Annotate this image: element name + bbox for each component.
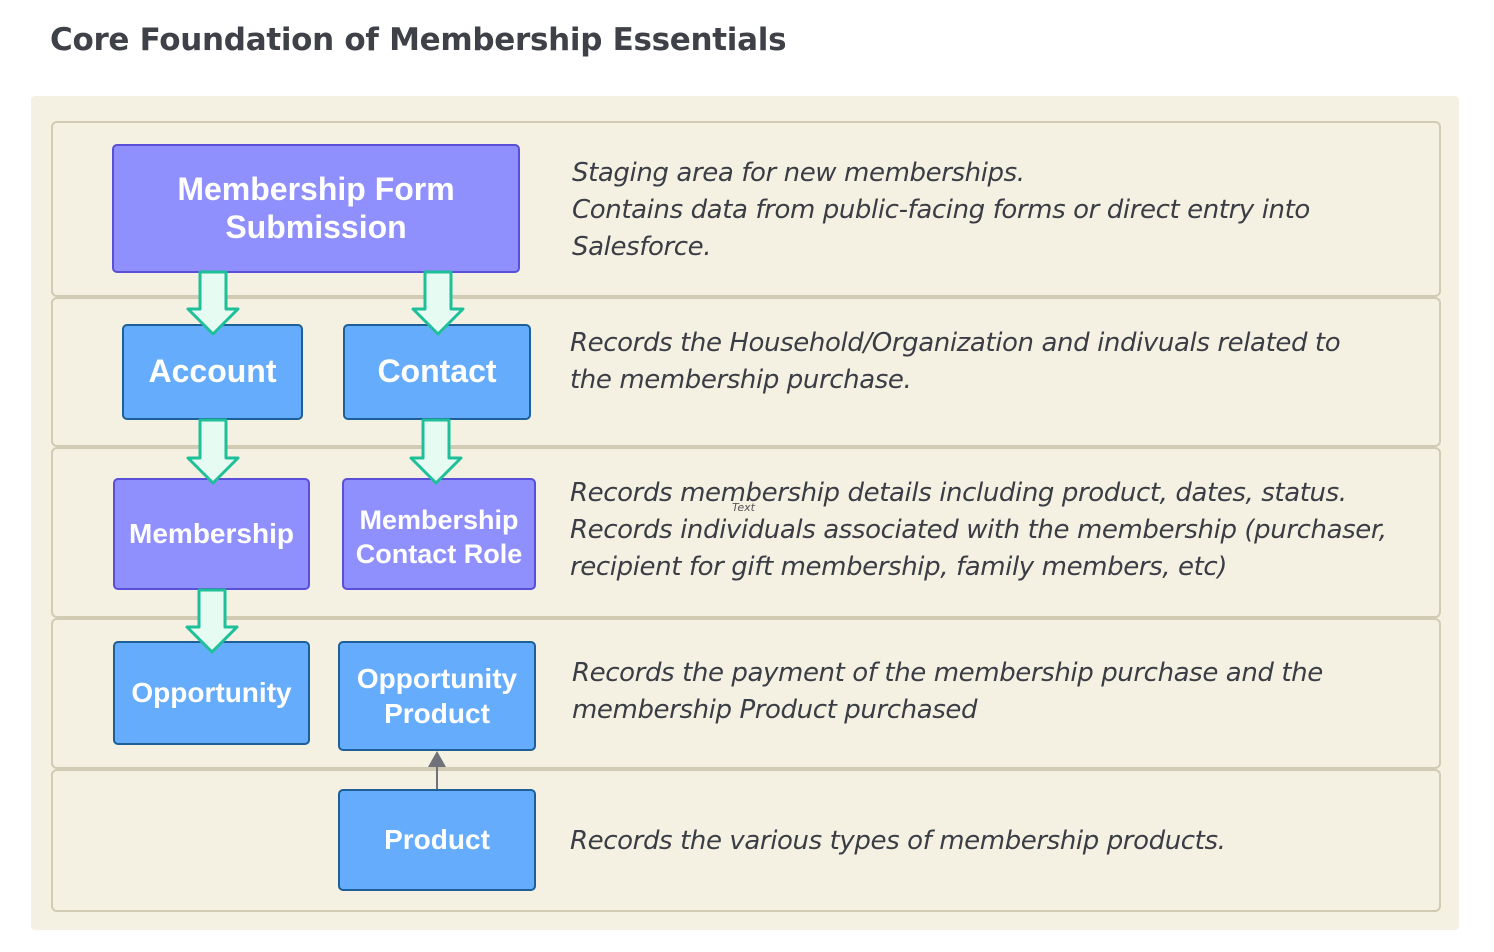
membership-node[interactable]: Membership [113,478,310,590]
membership-contact-role-label: Membership Contact Role [355,504,523,569]
opportunity-label: Opportunity [131,677,292,709]
account-node[interactable]: Account [122,324,303,420]
description-line: Records the various types of membership … [570,826,1226,856]
description-line: Records the payment of the membership pu… [572,658,1323,688]
description-line: membership Product purchased [572,695,978,725]
opportunity-product-label: Opportunity Product [356,663,518,729]
membership-label: Membership [129,518,294,550]
description-line: Records individuals associated with the … [570,515,1387,545]
description-line: Contains data from public-facing forms o… [572,195,1310,225]
stray-text-label: Text [732,501,755,514]
contact-node[interactable]: Contact [343,324,531,420]
membership-form-label: Membership Form Submission [177,170,455,245]
description-membership: Records membership details including pro… [570,475,1387,586]
description-line: the membership purchase. [570,365,912,395]
description-staging: Staging area for new memberships. Contai… [572,155,1310,266]
opportunity-product-node[interactable]: Opportunity Product [338,641,536,751]
account-label: Account [148,353,277,390]
description-line: Salesforce. [572,232,712,262]
description-line: Records membership details including pro… [570,478,1347,508]
band-product [51,769,1441,912]
description-line: recipient for gift membership, family me… [570,552,1227,582]
description-product: Records the various types of membership … [570,823,1226,860]
membership-form-node[interactable]: Membership Form Submission [112,144,520,273]
product-node[interactable]: Product [338,789,536,891]
membership-contact-role-node[interactable]: Membership Contact Role [342,478,536,590]
page-title: Core Foundation of Membership Essentials [50,22,787,58]
description-opportunity: Records the payment of the membership pu… [572,655,1323,729]
description-account-contact: Records the Household/Organization and i… [570,325,1341,399]
product-label: Product [384,824,490,856]
contact-label: Contact [377,353,497,390]
description-line: Staging area for new memberships. [572,158,1025,188]
opportunity-node[interactable]: Opportunity [113,641,310,745]
description-line: Records the Household/Organization and i… [570,328,1341,358]
